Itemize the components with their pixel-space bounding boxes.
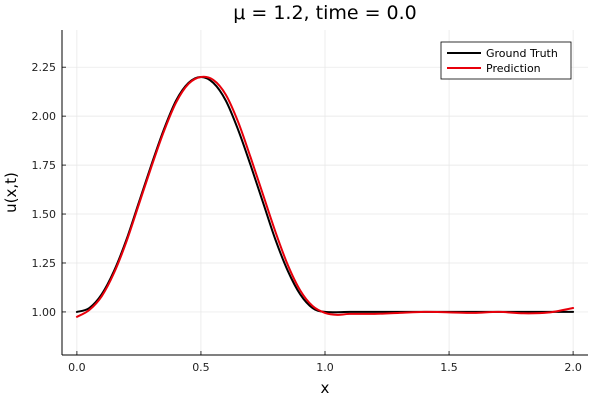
chart-title: μ = 1.2, time = 0.0 [233,2,417,24]
x-axis-label: x [321,379,330,397]
y-axis-label: u(x,t) [2,172,20,213]
y-tick-label: 1.25 [32,257,57,270]
legend-label: Ground Truth [486,47,558,60]
legend-box [440,41,572,80]
y-tick-label: 1.00 [32,306,57,319]
x-tick-label: 0.5 [192,361,210,374]
y-tick-label: 1.75 [32,159,57,172]
y-tick-label: 2.25 [32,61,57,74]
series-line-prediction [75,75,575,318]
x-tick-label: 1.0 [316,361,334,374]
x-tick-label: 1.5 [440,361,458,374]
y-tick-label: 1.50 [32,208,57,221]
axes: 0.0 0.5 1.0 1.5 2.0 1.00 1.25 1.50 1.75 2.00 2.25 [32,30,588,374]
x-tick-label: 2.0 [564,361,582,374]
legend-label: Prediction [486,62,541,75]
x-tick-label: 0.0 [68,361,86,374]
y-tick-label: 2.00 [32,110,57,123]
series-layer [75,75,575,318]
legend: Ground Truth Prediction [440,41,572,80]
